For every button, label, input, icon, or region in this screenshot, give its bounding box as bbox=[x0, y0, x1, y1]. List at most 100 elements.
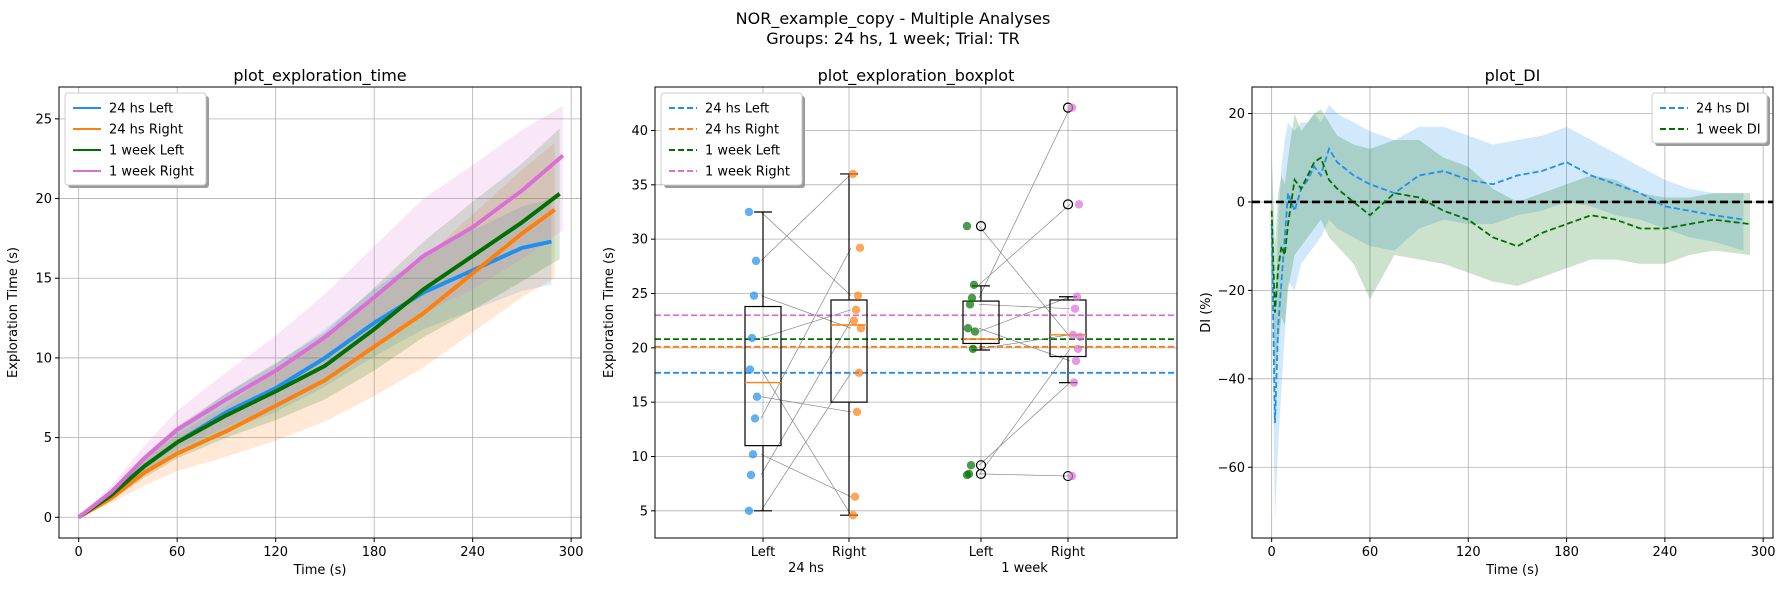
data-point bbox=[848, 510, 858, 520]
y-tick-label: 5 bbox=[44, 431, 52, 446]
pair-line bbox=[978, 225, 1071, 338]
legend-label: 1 week DI bbox=[1696, 123, 1761, 138]
data-point bbox=[856, 324, 866, 333]
pair-line bbox=[760, 320, 852, 476]
data-point bbox=[751, 256, 761, 266]
pair-line bbox=[760, 396, 852, 413]
legend-box bbox=[64, 92, 207, 186]
series-line-24hs_left bbox=[1270, 146, 1744, 424]
exploration-boxplot-axes-frame bbox=[654, 86, 1178, 539]
y-tick-label: 0 bbox=[1237, 195, 1245, 210]
group-label: 24 hs bbox=[788, 561, 824, 576]
data-point bbox=[962, 221, 972, 231]
data-point bbox=[965, 300, 975, 309]
legend-label: 1 week Right bbox=[705, 165, 790, 180]
group-label: 1 week bbox=[1001, 561, 1048, 576]
y-tick-label: −40 bbox=[1218, 372, 1245, 387]
data-point bbox=[747, 333, 757, 343]
pair-line bbox=[978, 348, 1071, 476]
data-point bbox=[1068, 330, 1078, 339]
data-point bbox=[1073, 344, 1083, 354]
legend-label: 24 hs DI bbox=[1696, 102, 1750, 117]
series-line-1week_left bbox=[1270, 156, 1751, 313]
data-point bbox=[752, 392, 762, 401]
category-label: Left bbox=[751, 545, 775, 560]
y-tick-label: 30 bbox=[631, 233, 648, 248]
x-tick-label: 120 bbox=[263, 545, 288, 560]
pair-line bbox=[760, 309, 852, 339]
legend-label: 24 hs Right bbox=[705, 123, 779, 138]
discrimination-index-title: plot_DI bbox=[1485, 66, 1541, 86]
series-line-1week_left bbox=[77, 192, 561, 519]
data-point bbox=[851, 305, 861, 314]
x-tick-label: 180 bbox=[362, 545, 387, 560]
data-point bbox=[968, 344, 978, 354]
box-flier bbox=[975, 468, 987, 479]
pair-line bbox=[978, 303, 1071, 310]
data-point bbox=[963, 324, 973, 333]
pair-line bbox=[760, 295, 852, 329]
x-tick-label: 0 bbox=[1268, 545, 1276, 560]
y-tick-label: 15 bbox=[631, 396, 648, 411]
x-tick-label: 240 bbox=[1652, 545, 1677, 560]
y-tick-label: 40 bbox=[631, 124, 648, 139]
box-flier bbox=[1062, 199, 1074, 210]
pair-line bbox=[978, 296, 1071, 332]
pair-line bbox=[978, 107, 1071, 298]
exploration-boxplot-y-axis-label: Exploration Time (s) bbox=[602, 247, 617, 378]
pair-line bbox=[978, 334, 1071, 350]
y-tick-label: −20 bbox=[1218, 284, 1245, 299]
ci-band-24hs_right bbox=[78, 142, 555, 518]
exploration-time-chart: 0 60 120 180 240 300 0 5 10 15 20 25 plot_exploratio… bbox=[6, 66, 584, 578]
category-label: Right bbox=[832, 545, 866, 560]
series-line-1week_right bbox=[77, 154, 565, 519]
data-point bbox=[962, 470, 972, 480]
discrimination-index-axes-frame bbox=[1251, 86, 1774, 539]
exploration-time-title: plot_exploration_time bbox=[233, 66, 406, 86]
data-point bbox=[746, 470, 756, 480]
y-tick-label: 20 bbox=[1228, 107, 1245, 122]
box-iqr bbox=[830, 299, 868, 403]
x-tick-label: 0 bbox=[75, 545, 83, 560]
data-point bbox=[1072, 292, 1082, 301]
x-tick-label: 60 bbox=[1362, 545, 1379, 560]
data-point bbox=[748, 450, 758, 459]
data-point bbox=[848, 169, 858, 179]
x-tick-label: 300 bbox=[559, 545, 584, 560]
pair-line bbox=[978, 327, 1071, 362]
box-flier bbox=[975, 221, 987, 232]
legend-label: 1 week Left bbox=[109, 144, 184, 159]
data-point bbox=[1070, 304, 1080, 313]
discrimination-index-chart: 0 60 120 180 240 300 20 0 −20 −40 −60 plot_DI Time (… bbox=[1199, 66, 1776, 578]
x-tick-label: 120 bbox=[1456, 545, 1481, 560]
y-tick-label: 20 bbox=[631, 341, 648, 356]
data-point bbox=[967, 293, 977, 303]
exploration-time-y-axis-label: Exploration Time (s) bbox=[6, 247, 21, 378]
data-point bbox=[1067, 103, 1077, 112]
y-tick-label: 5 bbox=[640, 504, 648, 519]
legend-box bbox=[1651, 92, 1768, 144]
y-tick-label: 25 bbox=[631, 287, 648, 302]
data-point bbox=[853, 291, 863, 300]
data-point bbox=[744, 207, 754, 217]
box-iqr bbox=[744, 305, 782, 447]
legend-label: 24 hs Left bbox=[705, 102, 769, 117]
data-point bbox=[1069, 378, 1079, 387]
pair-line bbox=[760, 173, 852, 262]
pair-line bbox=[978, 473, 1071, 477]
data-point bbox=[1074, 200, 1084, 209]
exploration-time-axes-frame bbox=[58, 86, 582, 539]
data-point bbox=[1075, 332, 1085, 342]
data-point bbox=[969, 280, 979, 289]
x-tick-label: 300 bbox=[1751, 545, 1776, 560]
y-tick-label: 10 bbox=[631, 450, 648, 465]
ci-band-24hs_left bbox=[1271, 104, 1744, 521]
data-point bbox=[970, 327, 980, 336]
legend-box bbox=[660, 92, 803, 186]
data-point bbox=[852, 407, 862, 417]
x-tick-label: 60 bbox=[169, 545, 186, 560]
series-line-24hs_right bbox=[77, 208, 556, 520]
data-point bbox=[966, 460, 976, 470]
data-point bbox=[745, 365, 755, 374]
